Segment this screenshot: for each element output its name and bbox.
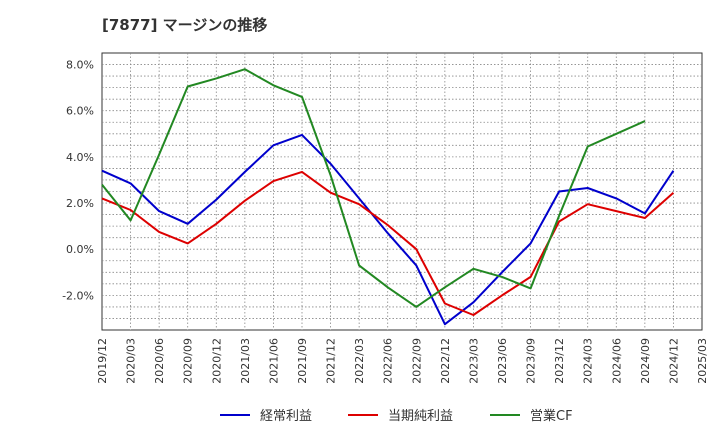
x-axis-ticks: 2019/12 2020/03 2020/06 2020/09 2020/12 2021/… [96, 338, 709, 384]
x-tick-label: 2025/03 [696, 338, 709, 384]
x-tick-label: 2021/09 [296, 338, 309, 384]
x-tick-label: 2023/12 [553, 338, 566, 384]
x-tick-label: 2021/06 [267, 338, 280, 384]
x-tick-label: 2021/03 [239, 338, 252, 384]
y-tick-label: 8.0% [66, 59, 94, 72]
grid-lines [102, 53, 702, 330]
y-tick-label: -2.0% [62, 289, 94, 302]
x-tick-label: 2020/12 [210, 338, 223, 384]
x-tick-label: 2022/12 [439, 338, 452, 384]
series-lines [101, 68, 675, 326]
plot-area [101, 52, 703, 331]
x-tick-label: 2023/09 [525, 338, 538, 384]
x-tick-label: 2020/09 [182, 338, 195, 384]
chart-title: [7877] マージンの推移 [102, 16, 268, 34]
x-tick-label: 2020/03 [125, 338, 138, 384]
y-tick-label: 0.0% [66, 243, 94, 256]
x-tick-label: 2024/03 [582, 338, 595, 384]
x-tick-label: 2022/09 [410, 338, 423, 384]
legend-label: 当期純利益 [388, 409, 453, 424]
series-line [101, 133, 675, 326]
x-tick-label: 2023/06 [496, 338, 509, 384]
x-tick-label: 2021/12 [325, 338, 338, 384]
series-line [101, 68, 646, 308]
legend-label: 営業CF [530, 408, 573, 424]
x-tick-label: 2024/12 [667, 338, 680, 384]
series-line [101, 170, 675, 316]
y-tick-label: 6.0% [66, 105, 94, 118]
legend: 経常利益 当期純利益 営業CF [220, 408, 573, 424]
x-tick-label: 2023/03 [467, 338, 480, 384]
y-axis-ticks: -2.0% 0.0% 2.0% 4.0% 6.0% 8.0% [62, 59, 94, 303]
y-tick-label: 2.0% [66, 197, 94, 210]
x-tick-label: 2020/06 [153, 338, 166, 384]
y-tick-label: 4.0% [66, 151, 94, 164]
x-tick-label: 2022/03 [353, 338, 366, 384]
legend-label: 経常利益 [260, 409, 312, 424]
x-tick-label: 2024/06 [610, 338, 623, 384]
x-tick-label: 2022/06 [382, 338, 395, 384]
x-tick-label: 2019/12 [96, 338, 109, 384]
x-tick-label: 2024/09 [639, 338, 652, 384]
